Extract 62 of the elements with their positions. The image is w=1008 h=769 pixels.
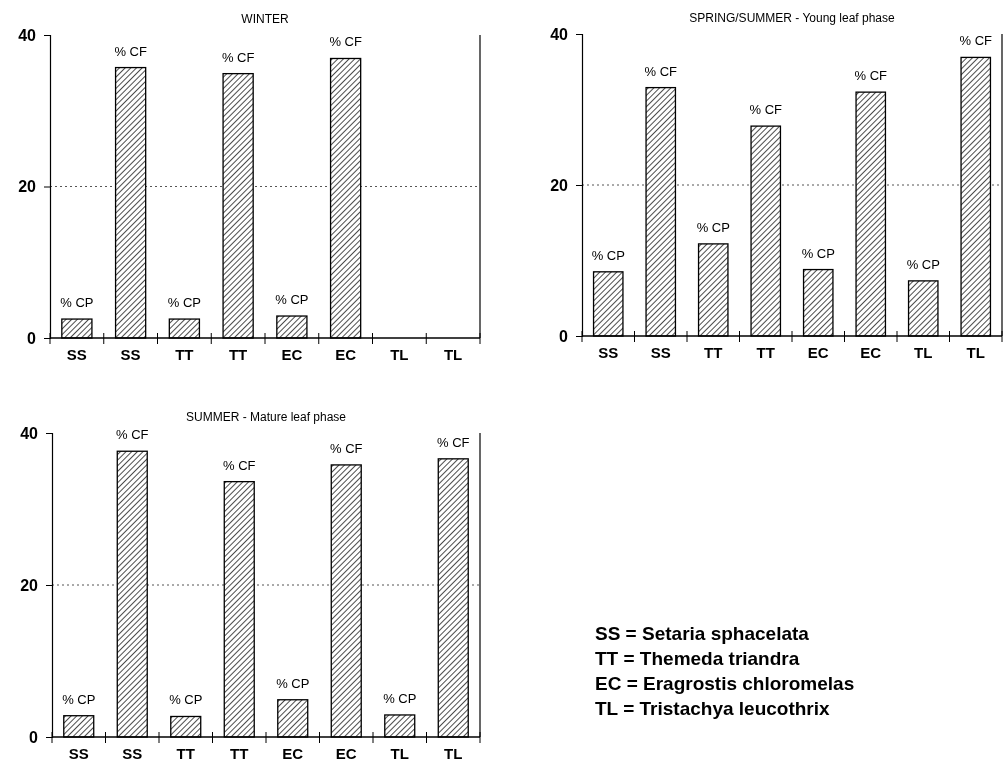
chart-title: SPRING/SUMMER - Young leaf phase bbox=[689, 11, 896, 25]
x-tick-label: TT bbox=[704, 344, 723, 361]
y-tick-label: 40 bbox=[18, 26, 37, 44]
data-label: % CP bbox=[169, 692, 203, 708]
data-label: % CF bbox=[116, 427, 149, 443]
x-tick-label: TL bbox=[390, 346, 409, 363]
text: SS = Setaria sphacelata bbox=[595, 623, 810, 644]
text: EC = Eragrostis chloromelas bbox=[595, 673, 855, 694]
data-label: % CP bbox=[801, 245, 835, 261]
text: TL = Tristachya leucothrix bbox=[595, 698, 831, 719]
x-tick-label: TL bbox=[443, 346, 463, 363]
x-tick-label: EC bbox=[335, 745, 357, 762]
data-label: % CP bbox=[696, 219, 730, 235]
x-tick-label: TL bbox=[914, 344, 933, 361]
x-tick-label: EC bbox=[281, 346, 303, 363]
x-tick-label: TL bbox=[390, 745, 409, 762]
chart-title: WINTER bbox=[241, 12, 289, 26]
data-label: % CF bbox=[114, 43, 147, 59]
x-tick-label: EC bbox=[335, 346, 357, 363]
x-tick-label: SS bbox=[120, 346, 141, 363]
data-label: % CP bbox=[167, 295, 201, 311]
x-tick-label: SS bbox=[598, 344, 619, 361]
x-tick-label: SS bbox=[650, 344, 671, 361]
x-tick-label: SS bbox=[68, 745, 89, 762]
chart-title: SUMMER - Mature leaf phase bbox=[185, 410, 347, 424]
y-tick-label: 40 bbox=[550, 25, 569, 43]
x-tick-label: EC bbox=[807, 344, 829, 361]
data-label: % CP bbox=[275, 292, 309, 308]
data-label: % CP bbox=[60, 295, 94, 311]
data-label: % CF bbox=[959, 33, 993, 49]
data-label: % CF bbox=[644, 63, 678, 79]
x-tick-label: TL bbox=[444, 745, 463, 762]
data-label: % CP bbox=[62, 691, 96, 707]
data-label: % CP bbox=[383, 690, 417, 706]
x-tick-label: TT bbox=[230, 745, 249, 762]
x-tick-label: TT bbox=[756, 344, 775, 361]
y-tick-label: 20 bbox=[18, 178, 37, 196]
data-label: % CF bbox=[854, 68, 888, 84]
data-label: % CF bbox=[223, 457, 256, 473]
y-tick-label: 0 bbox=[559, 327, 569, 345]
data-label: % CF bbox=[749, 102, 783, 118]
y-tick-label: 0 bbox=[27, 329, 37, 347]
y-tick-label: 20 bbox=[550, 176, 569, 194]
x-tick-label: TT bbox=[228, 346, 248, 363]
data-label: % CF bbox=[329, 34, 362, 50]
x-tick-label: TT bbox=[175, 346, 194, 363]
text: TT = Themeda triandra bbox=[595, 648, 800, 669]
x-tick-label: TL bbox=[966, 344, 985, 361]
data-label: % CF bbox=[437, 434, 470, 450]
data-label: % CP bbox=[276, 675, 310, 691]
x-tick-label: TT bbox=[176, 745, 195, 762]
data-label: % CP bbox=[591, 247, 625, 263]
y-tick-label: 20 bbox=[20, 576, 39, 594]
data-label: % CF bbox=[330, 440, 363, 456]
x-tick-label: SS bbox=[122, 745, 143, 762]
y-tick-label: 40 bbox=[20, 424, 39, 442]
x-tick-label: EC bbox=[860, 344, 882, 361]
y-tick-label: 0 bbox=[29, 728, 39, 746]
x-tick-label: EC bbox=[282, 745, 304, 762]
data-label: % CP bbox=[906, 256, 940, 272]
x-tick-label: SS bbox=[66, 346, 87, 363]
data-label: % CF bbox=[221, 49, 255, 65]
